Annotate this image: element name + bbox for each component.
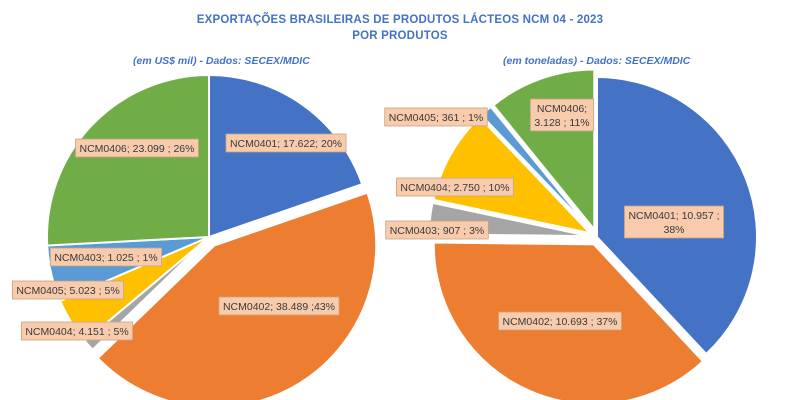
data-label-ncm0403: NCM0403; 1.025 ; 1% bbox=[49, 247, 163, 267]
data-label-text: 3.128 ; 11% bbox=[534, 117, 589, 129]
left-chart-subtitle: (em US$ mil) - Dados: SECEX/MDIC bbox=[133, 55, 310, 67]
data-label-text: NCM0404; 4.151 ; 5% bbox=[25, 326, 128, 338]
data-label-text: NCM0401; 17.622; 20% bbox=[230, 138, 342, 150]
data-label-box bbox=[385, 220, 489, 240]
data-label-ncm0405: NCM0405; 361 ; 1% bbox=[384, 107, 488, 127]
data-label-box bbox=[498, 311, 622, 331]
data-label-text: 38% bbox=[663, 224, 684, 236]
data-label-box bbox=[384, 107, 488, 127]
data-label-ncm0403: NCM0403; 907 ; 3% bbox=[385, 220, 489, 240]
data-label-box bbox=[218, 296, 340, 316]
right-chart-subtitle: (em toneladas) - Dados: SECEX/MDIC bbox=[503, 55, 691, 67]
data-label-text: NCM0404; 2.750 ; 10% bbox=[400, 182, 509, 194]
data-label-box bbox=[20, 321, 134, 341]
data-label-ncm0401: NCM0401; 10.957 ; 38% bbox=[624, 205, 724, 239]
chart-title-line-2: POR PRODUTOS bbox=[352, 30, 448, 42]
data-label-box bbox=[529, 98, 595, 132]
data-label-box bbox=[11, 280, 125, 300]
left-pie-chart: NCM0401; 17.622; 20% NCM0402; 38.489 ;43%… bbox=[11, 73, 378, 400]
pie-slice-ncm0402 bbox=[96, 191, 378, 400]
right-pie-chart: NCM0401; 10.957 ; 38% NCM0402; 10.693 ; 37… bbox=[384, 68, 758, 400]
data-label-ncm0406: NCM0406; 3.128 ; 11% bbox=[529, 98, 595, 132]
data-label-box bbox=[624, 205, 724, 239]
pie-slice-ncm0401 bbox=[208, 73, 364, 239]
data-label-box bbox=[225, 133, 347, 153]
data-label-ncm0406: NCM0406; 23.099 ; 26% bbox=[75, 138, 199, 158]
data-label-ncm0404: NCM0404; 2.750 ; 10% bbox=[396, 177, 514, 197]
data-label-ncm0402: NCM0402; 10.693 ; 37% bbox=[498, 311, 622, 331]
data-label-ncm0401: NCM0401; 17.622; 20% bbox=[225, 133, 347, 153]
data-label-ncm0402: NCM0402; 38.489 ;43% bbox=[218, 296, 340, 316]
pie-slice-ncm0406 bbox=[46, 73, 210, 247]
data-label-text: NCM0402; 38.489 ;43% bbox=[223, 301, 335, 313]
chart-title-line-1: EXPORTAÇÕES BRASILEIRAS DE PRODUTOS LÁCT… bbox=[196, 14, 604, 26]
data-label-text: NCM0403; 907 ; 3% bbox=[390, 225, 485, 237]
data-label-box bbox=[49, 247, 163, 267]
data-label-text: NCM0403; 1.025 ; 1% bbox=[54, 252, 157, 264]
data-label-ncm0404: NCM0404; 4.151 ; 5% bbox=[20, 321, 134, 341]
data-label-text: NCM0406; 23.099 ; 26% bbox=[80, 143, 195, 155]
data-label-text: NCM0406; bbox=[537, 103, 587, 115]
data-label-text: NCM0405; 5.023 ; 5% bbox=[16, 285, 119, 297]
data-label-box bbox=[75, 138, 199, 158]
data-label-text: NCM0402; 10.693 ; 37% bbox=[503, 316, 618, 328]
data-label-text: NCM0405; 361 ; 1% bbox=[389, 112, 484, 124]
data-label-text: NCM0401; 10.957 ; bbox=[628, 210, 719, 222]
data-label-box bbox=[396, 177, 514, 197]
data-label-ncm0405: NCM0405; 5.023 ; 5% bbox=[11, 280, 125, 300]
